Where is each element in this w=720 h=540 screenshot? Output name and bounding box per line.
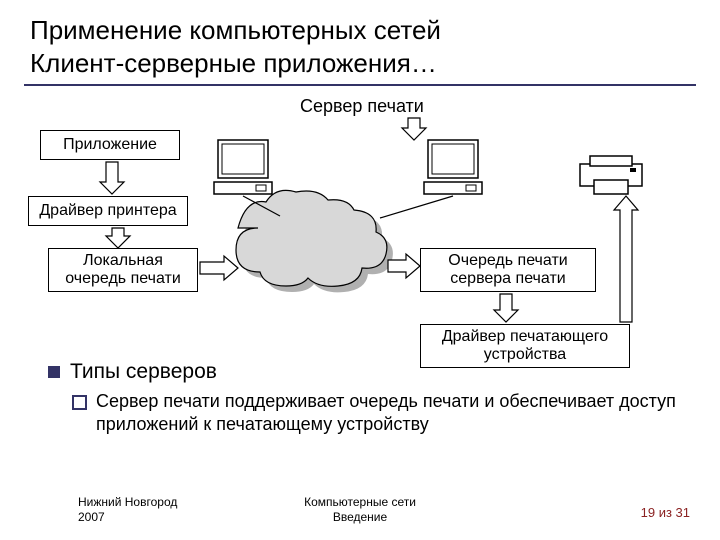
footer-right: 19 из 31 [641,505,690,520]
pc-left-icon [214,140,272,194]
slide-title: Применение компьютерных сетей Клиент-сер… [30,14,441,79]
cloud [236,190,387,286]
server-label: Сервер печати [300,96,424,117]
arrow-devdrv-printer [614,196,638,322]
arrow-serverlabel-pc [402,118,426,140]
title-underline [24,84,696,86]
box-device-driver-l1: Драйвер печатающего [442,328,608,345]
box-server-queue: Очередь печати сервера печати [420,248,596,292]
cloud-shadow [242,196,393,292]
bullets: Типы серверов Сервер печати поддерживает… [48,360,680,437]
footer-center: Компьютерные сети Введение [0,495,720,526]
box-server-queue-l1: Очередь печати [448,252,567,269]
box-printer-driver-text: Драйвер принтера [39,202,176,220]
pc-right-icon [424,140,482,194]
footer-right-text: 19 из 31 [641,505,690,520]
footer-center-l1: Компьютерные сети [304,495,416,509]
box-local-queue-l1: Локальная [83,252,163,269]
arrow-serverq-devdrv [494,294,518,322]
box-local-queue: Локальная очередь печати [48,248,198,292]
box-application-text: Приложение [63,136,157,154]
printer-icon [580,156,642,194]
footer-center-l2: Введение [333,510,387,524]
bullet-level2-text: Сервер печати поддерживает очередь печат… [96,391,676,434]
box-application: Приложение [40,130,180,160]
box-local-queue-l2: очередь печати [65,270,181,287]
title-line1: Применение компьютерных сетей [30,15,441,45]
bullet-level1: Типы серверов [48,360,680,384]
arrow-app-driver [100,162,124,194]
box-server-queue-l2: сервера печати [450,270,565,287]
box-printer-driver: Драйвер принтера [28,196,188,226]
bullet-level1-text: Типы серверов [70,360,217,383]
bullet-level2: Сервер печати поддерживает очередь печат… [72,390,680,437]
arrow-driver-localq [106,228,130,248]
arrow-localq-cloud [200,256,238,280]
arrow-cloud-serverq [388,254,420,278]
title-line2: Клиент-серверные приложения… [30,48,437,78]
